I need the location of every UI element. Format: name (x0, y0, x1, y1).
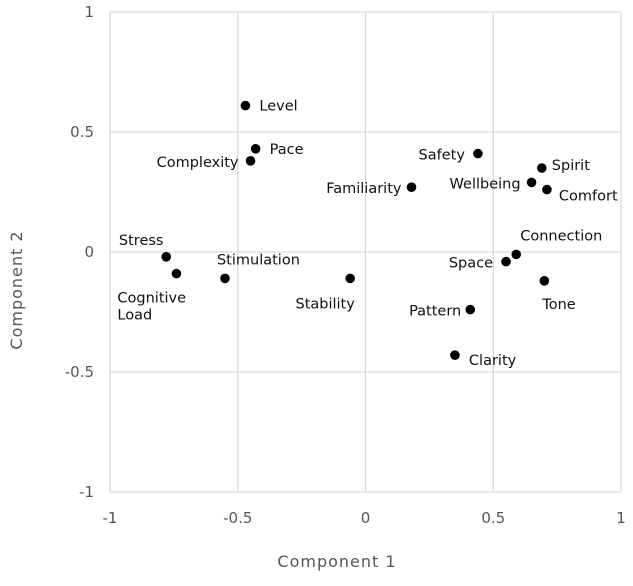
point-pattern (465, 304, 476, 315)
point-label-stimulation: Stimulation (217, 252, 300, 268)
point-complexity (245, 156, 256, 166)
point-clarity (450, 350, 460, 361)
point-pace (250, 144, 261, 154)
point-level (240, 100, 251, 111)
point-label-connection: Connection (520, 228, 602, 244)
point-familiarity (406, 182, 417, 192)
y-tick-label: 0 (84, 243, 94, 261)
point-comfort (542, 184, 552, 195)
y-tick-label: 0.5 (70, 123, 94, 141)
point-label-stability: Stability (295, 296, 355, 312)
x-tick-label: -0.5 (223, 509, 252, 527)
point-label-pattern: Pattern (409, 304, 461, 320)
point-spirit (536, 163, 547, 173)
point-label-wellbeing: Wellbeing (450, 176, 521, 192)
point-label-spirit: Spirit (552, 158, 590, 174)
point-label-familiarity: Familiarity (326, 181, 402, 197)
point-stability (345, 273, 355, 284)
point-space (501, 256, 511, 267)
point-label-complexity: Complexity (157, 155, 239, 171)
y-axis-title: Component 2 (7, 230, 26, 349)
point-label-stress: Stress (119, 233, 164, 249)
y-tick-label: -0.5 (65, 363, 94, 381)
point-tone (539, 276, 550, 286)
point-wellbeing (526, 177, 537, 188)
point-safety (473, 148, 483, 159)
point-label-level: Level (259, 99, 297, 115)
y-tick-label: -1 (79, 483, 94, 501)
x-axis-title: Component 1 (277, 552, 396, 571)
point-labels: Level Pace Complexity Safety Spirit Wellbeing… (117, 99, 618, 370)
x-tick-label: 0 (361, 509, 371, 527)
point-connection (511, 249, 522, 260)
point-label-comfort: Comfort (559, 189, 618, 205)
point-label-cognitive-load: Cognitive Load (117, 291, 186, 324)
x-tick-label: 0.5 (481, 509, 505, 527)
y-tick-label: 1 (84, 3, 94, 21)
data-points (161, 100, 552, 361)
point-label-clarity: Clarity (469, 353, 517, 369)
grid-lines (109, 11, 622, 493)
point-stress (161, 251, 172, 262)
point-label-pace: Pace (270, 142, 304, 158)
point-cognitive-load (171, 268, 182, 279)
tick-labels: -1 -0.5 0 0.5 1 1 0.5 0 -0.5 -1 (65, 3, 626, 527)
point-label-space: Space (449, 256, 493, 272)
point-label-safety: Safety (419, 148, 466, 164)
x-tick-label: -1 (103, 509, 118, 527)
point-label-tone: Tone (541, 297, 575, 313)
x-tick-label: 1 (616, 509, 626, 527)
point-stimulation (220, 273, 230, 284)
